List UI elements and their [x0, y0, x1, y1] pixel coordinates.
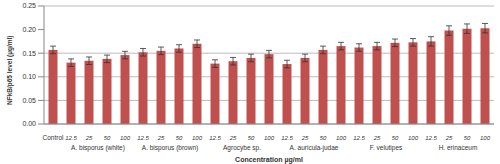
svg-text:100: 100 [336, 135, 347, 141]
svg-text:50: 50 [320, 135, 327, 141]
svg-text:NFkB/p65 level (µg/ml): NFkB/p65 level (µg/ml) [8, 36, 14, 106]
svg-text:Control: Control [43, 134, 65, 141]
svg-text:0.05: 0.05 [22, 97, 36, 104]
svg-text:Agrocybe sp.: Agrocybe sp. [223, 144, 261, 152]
svg-text:12.5: 12.5 [209, 135, 221, 141]
svg-text:50: 50 [392, 135, 399, 141]
svg-text:50: 50 [104, 135, 111, 141]
svg-text:50: 50 [248, 135, 255, 141]
svg-text:A. bisporus (brown): A. bisporus (brown) [142, 144, 198, 152]
svg-text:0.10: 0.10 [22, 73, 36, 80]
svg-text:100: 100 [408, 135, 419, 141]
svg-text:100: 100 [192, 135, 203, 141]
svg-text:12.5: 12.5 [137, 135, 149, 141]
svg-text:F. velutipes: F. velutipes [370, 144, 403, 152]
svg-text:H. erinaceum: H. erinaceum [439, 144, 478, 151]
svg-text:0.15: 0.15 [22, 50, 36, 57]
svg-text:12.5: 12.5 [281, 135, 293, 141]
svg-text:25: 25 [229, 135, 237, 141]
svg-text:100: 100 [264, 135, 275, 141]
svg-text:25: 25 [301, 135, 309, 141]
svg-text:12.5: 12.5 [425, 135, 437, 141]
svg-text:A. bisporus (white): A. bisporus (white) [71, 144, 125, 152]
svg-text:25: 25 [373, 135, 381, 141]
svg-text:Concentration µg/ml: Concentration µg/ml [235, 156, 303, 164]
svg-text:0.00: 0.00 [22, 120, 36, 127]
svg-text:0.20: 0.20 [22, 26, 36, 33]
svg-text:25: 25 [445, 135, 453, 141]
svg-text:A. auricula-judae: A. auricula-judae [290, 144, 339, 152]
svg-text:12.5: 12.5 [353, 135, 365, 141]
svg-text:50: 50 [176, 135, 183, 141]
svg-text:0.25: 0.25 [22, 2, 36, 9]
svg-text:100: 100 [120, 135, 131, 141]
svg-text:100: 100 [480, 135, 491, 141]
svg-text:25: 25 [85, 135, 93, 141]
svg-text:25: 25 [157, 135, 165, 141]
svg-text:12.5: 12.5 [65, 135, 77, 141]
svg-text:50: 50 [464, 135, 471, 141]
